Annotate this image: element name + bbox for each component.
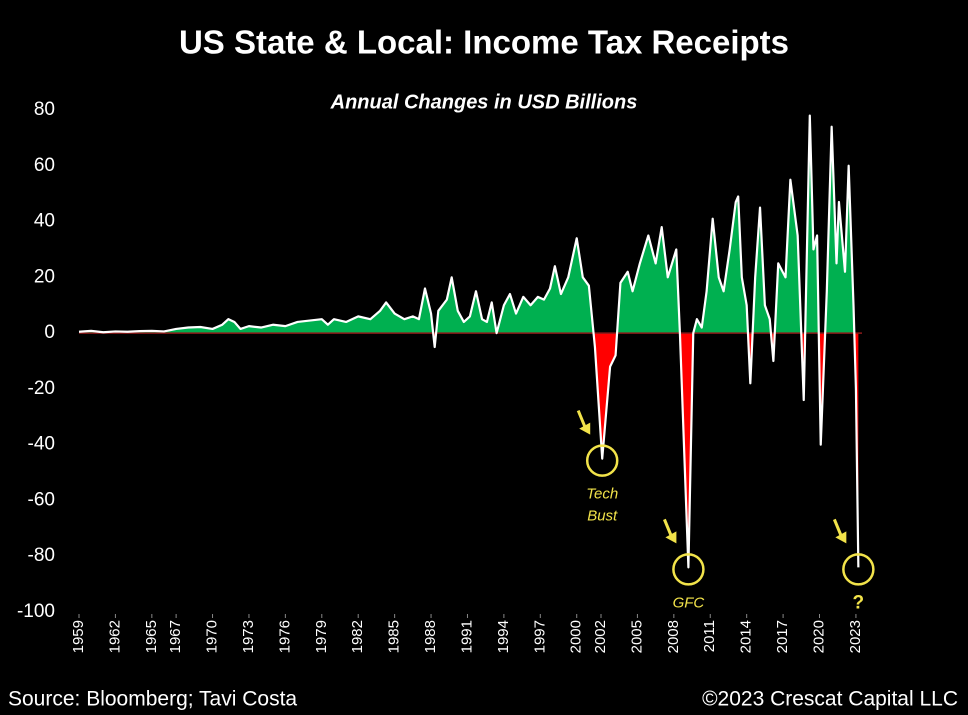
x-tick-label: 1982 [349, 620, 366, 653]
annotation-arrow [576, 410, 587, 429]
x-tick-label: 1979 [313, 620, 330, 653]
x-tick-label: 1965 [143, 620, 160, 653]
x-tick-label: 1976 [276, 620, 293, 653]
y-tick-label: 0 [44, 322, 55, 343]
y-tick-label: -40 [28, 434, 55, 455]
annotation-circle [585, 444, 619, 477]
x-tick-label: 2008 [665, 620, 682, 653]
copyright: ©2023 Crescat Capital LLC [702, 688, 958, 711]
line [78, 114, 860, 569]
y-tick-label: -60 [28, 489, 55, 510]
chart-subtitle: Annual Changes in USD Billions [330, 91, 638, 113]
annotation-label: Tech [586, 486, 618, 503]
annotation-label: ? [853, 592, 865, 613]
x-tick-label: 1997 [531, 620, 548, 653]
x-tick-label: 1973 [240, 620, 257, 653]
x-tick-label: 1962 [106, 620, 123, 653]
x-tick-label: 2014 [738, 620, 755, 653]
annotation-arrow [663, 518, 673, 537]
x-tick-label: 1959 [70, 620, 87, 653]
annotation-arrowhead [579, 422, 591, 435]
y-tick-label: -100 [17, 601, 55, 622]
x-tick-label: 1970 [204, 620, 221, 653]
annotation-circle [842, 553, 875, 586]
y-tick-label: 60 [34, 155, 55, 176]
y-tick-label: 80 [34, 99, 55, 120]
area-negative [433, 333, 859, 568]
x-tick-label: 2020 [810, 620, 827, 653]
y-tick-label: -20 [28, 378, 55, 399]
x-tick-label: 1985 [386, 620, 403, 653]
x-tick-label: 2002 [592, 620, 609, 653]
x-tick-label: 1994 [495, 620, 512, 653]
x-tick-label: 2005 [628, 620, 645, 653]
y-tick-label: -80 [28, 545, 55, 566]
annotation-label: Bust [587, 508, 618, 525]
area-positive [79, 115, 859, 334]
x-tick-label: 1988 [422, 620, 439, 653]
annotation-circle [672, 553, 705, 586]
x-tick-label: 2011 [701, 620, 718, 652]
x-tick-label: 2023 [847, 620, 864, 653]
chart-title: US State & Local: Income Tax Receipts [179, 24, 789, 61]
annotation-arrow [832, 518, 843, 537]
y-tick-label: 40 [34, 211, 55, 232]
annotation-arrowhead [665, 531, 677, 544]
annotation-arrowhead [835, 531, 847, 544]
x-tick-label: 1991 [458, 620, 475, 653]
x-tick-label: 2017 [774, 620, 791, 653]
annotation-label: GFC [673, 594, 705, 611]
x-tick-label: 2000 [568, 620, 585, 653]
x-tick-label: 1967 [167, 620, 184, 653]
y-tick-label: 20 [34, 266, 55, 287]
source: Source: Bloomberg; Tavi Costa [8, 688, 297, 711]
